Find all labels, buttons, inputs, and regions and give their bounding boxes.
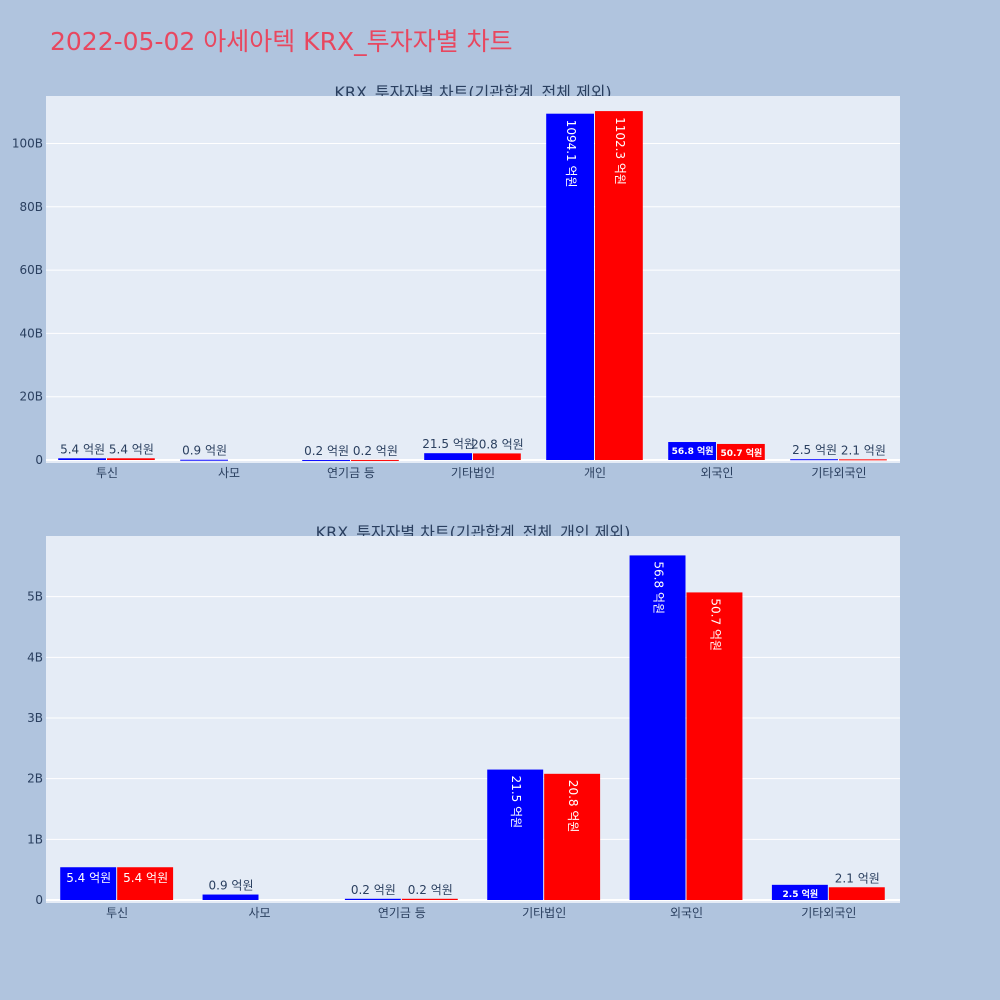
data-label: 0.2 억원 xyxy=(408,883,453,897)
data-label: 2.5 억원 xyxy=(783,888,819,900)
bar xyxy=(717,443,765,460)
data-label: 56.8 억원 xyxy=(652,561,666,614)
data-label: 1094.1 억원 xyxy=(564,120,578,188)
bar xyxy=(771,884,828,900)
x-tick-label: 사모 xyxy=(248,906,270,920)
data-label: 50.7 억원 xyxy=(708,598,722,651)
data-label: 2.5 억원 xyxy=(792,443,837,457)
x-tick-label: 투신 xyxy=(96,466,118,480)
bar xyxy=(546,113,594,460)
x-tick-label: 연기금 등 xyxy=(378,906,426,920)
y-tick-label: 100B xyxy=(12,136,43,150)
bar xyxy=(401,898,458,900)
bar xyxy=(302,459,350,461)
x-tick-label: 외국인 xyxy=(670,906,703,920)
x-tick-label: 사모 xyxy=(218,466,240,480)
y-tick-label: 3B xyxy=(27,711,43,725)
bar xyxy=(790,459,838,461)
data-label: 0.2 억원 xyxy=(304,444,349,458)
data-label: 0.2 억원 xyxy=(351,883,396,897)
x-tick-label: 기타법인 xyxy=(451,466,495,480)
bar xyxy=(344,898,401,900)
x-tick-label: 기타외국인 xyxy=(811,466,866,480)
y-tick-label: 0 xyxy=(35,893,43,907)
data-label: 56.8 억원 xyxy=(672,445,714,457)
data-label: 0.2 억원 xyxy=(353,444,398,458)
bar xyxy=(629,555,686,900)
bar xyxy=(107,458,155,460)
bar xyxy=(839,459,887,461)
data-label: 21.5 억원 xyxy=(422,437,475,451)
data-label: 20.8 억원 xyxy=(566,780,580,833)
y-tick-label: 20B xyxy=(19,390,43,404)
bar xyxy=(351,459,399,461)
y-tick-label: 4B xyxy=(27,650,43,664)
y-tick-label: 40B xyxy=(19,326,43,340)
bar xyxy=(117,867,174,900)
bar xyxy=(828,887,885,900)
x-tick-label: 개인 xyxy=(584,466,606,480)
data-label: 0.9 억원 xyxy=(209,879,254,893)
bar xyxy=(487,769,544,900)
data-label: 0.9 억원 xyxy=(182,444,227,458)
bar xyxy=(595,111,643,460)
y-tick-label: 2B xyxy=(27,772,43,786)
x-tick-label: 기타법인 xyxy=(522,906,566,920)
data-label: 5.4 억원 xyxy=(66,871,111,885)
y-tick-label: 1B xyxy=(27,832,43,846)
bar xyxy=(473,453,521,460)
data-label: 50.7 억원 xyxy=(720,447,762,459)
bar xyxy=(424,453,472,460)
data-label: 20.8 억원 xyxy=(471,437,524,451)
bar xyxy=(544,773,601,900)
bar xyxy=(202,894,259,900)
data-label: 2.1 억원 xyxy=(835,871,880,885)
y-tick-label: 60B xyxy=(19,263,43,277)
data-label: 5.4 억원 xyxy=(109,442,154,456)
data-label: 2.1 억원 xyxy=(841,443,886,457)
x-tick-label: 기타외국인 xyxy=(801,906,856,920)
x-tick-label: 외국인 xyxy=(700,466,733,480)
data-label: 1102.3 억원 xyxy=(613,117,627,185)
bar xyxy=(686,592,743,900)
y-tick-label: 5B xyxy=(27,590,43,604)
x-tick-label: 연기금 등 xyxy=(327,466,375,480)
y-tick-label: 80B xyxy=(19,200,43,214)
data-label: 5.4 억원 xyxy=(123,871,168,885)
plot-area xyxy=(46,96,900,463)
bar xyxy=(180,459,228,461)
bar xyxy=(60,867,117,900)
bar xyxy=(668,442,716,460)
data-label: 21.5 억원 xyxy=(509,776,523,829)
y-tick-label: 0 xyxy=(35,453,43,467)
data-label: 5.4 억원 xyxy=(60,442,105,456)
plot-area xyxy=(46,536,900,903)
page-title: 2022-05-02 아세아텍 KRX_투자자별 차트 xyxy=(50,27,513,56)
bar xyxy=(58,458,106,460)
x-tick-label: 투신 xyxy=(106,906,128,920)
